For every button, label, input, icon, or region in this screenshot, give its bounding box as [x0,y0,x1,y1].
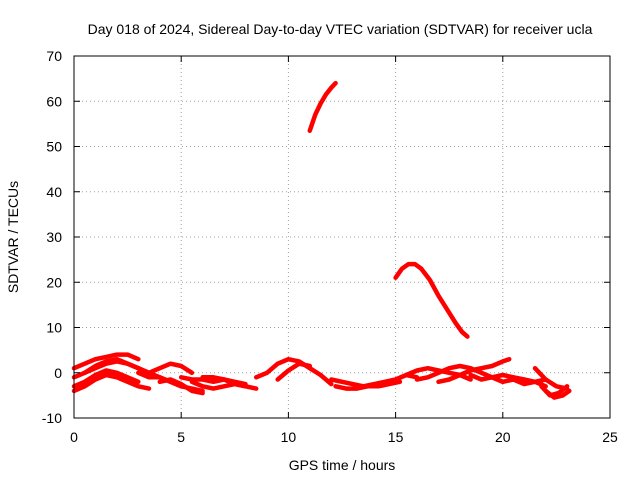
y-tick-label: 40 [46,184,62,200]
series-arc-26 [543,388,572,400]
y-tick-label: 20 [46,274,62,290]
series-arc-21 [436,356,512,385]
grid [74,56,610,418]
y-tick-label: 10 [46,320,62,336]
y-tick-label: 0 [54,365,62,381]
x-tick-label: 20 [495,429,511,445]
axis-ticks: 0 5 10 15 20 25 -10 0 10 20 30 40 50 60 70 [42,48,618,445]
series-arc-17 [333,379,403,391]
series-arc-15 [307,80,338,133]
y-tick-label: 50 [46,139,62,155]
series-arc-9 [157,377,205,396]
series-arc-6 [93,370,152,391]
series-arc-1 [71,352,141,371]
series-arc-14 [275,361,313,382]
chart-title: Day 018 of 2024, Sidereal Day-to-day VTE… [88,21,593,37]
series-arc-7 [125,361,195,376]
series-arc-23 [489,372,548,385]
series-group [71,80,572,400]
series-arc-18 [393,261,470,339]
y-tick-label: 70 [46,48,62,64]
y-tick-label: -10 [42,410,62,426]
series-arc-24 [532,365,570,391]
x-tick-label: 10 [281,429,297,445]
series-arc-13 [253,356,334,387]
x-tick-label: 15 [388,429,404,445]
x-tick-label: 0 [70,429,78,445]
y-tick-label: 30 [46,229,62,245]
series-arc-3 [71,368,141,389]
x-tick-label: 25 [602,429,618,445]
y-axis-label: SDTVAR / TECUs [5,181,21,293]
x-tick-label: 5 [177,429,185,445]
y-tick-label: 60 [46,93,62,109]
series-arc-12 [200,375,248,389]
x-axis-label: GPS time / hours [289,457,396,473]
